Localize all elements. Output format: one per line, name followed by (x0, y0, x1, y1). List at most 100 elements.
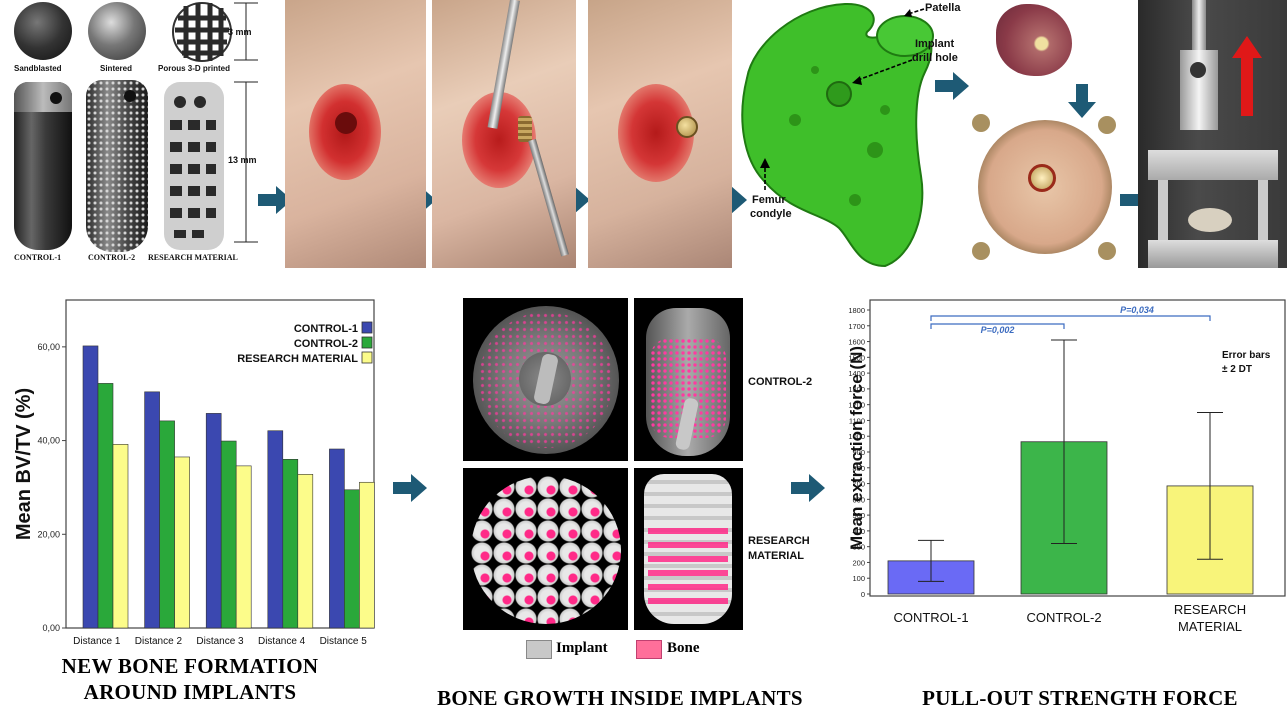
pullout-y-tick-label: 1700 (848, 322, 865, 331)
pullout-x-tick-label: CONTROL-1 (893, 610, 968, 625)
bvtv-legend-swatch (361, 351, 373, 364)
bvtv-bar (267, 430, 284, 629)
bvtv-bar (344, 489, 360, 629)
microct-control2-label: CONTROL-2 (748, 376, 813, 388)
control2-label: CONTROL-2 (88, 253, 136, 262)
control1-label: CONTROL-1 (14, 253, 62, 262)
bvtv-bar (359, 481, 375, 629)
femur-3d-model (741, 2, 934, 268)
pullout-y-tick-label: 1000 (848, 432, 865, 441)
pullout-y-tick-label: 1300 (848, 385, 865, 394)
bvtv-bar (97, 383, 114, 629)
pullout-y-tick-label: 1600 (848, 338, 865, 347)
bvtv-bar (282, 459, 299, 629)
bvtv-bar (174, 456, 190, 629)
bvtv-title: NEW BONE FORMATION AROUND IMPLANTS (20, 653, 360, 705)
bvtv-y-tick-label: 20,00 (37, 529, 60, 539)
bvtv-bar (297, 474, 314, 629)
pullout-y-tick-label: 1400 (848, 369, 865, 378)
microct-panel (463, 298, 743, 630)
arrow-right-icon (393, 474, 427, 502)
bvtv-bar (112, 444, 129, 629)
pullout-x-tick-label: RESEARCH (1174, 602, 1246, 617)
pullout-y-tick-label: 400 (852, 527, 865, 536)
error-bars-note-1: Error bars (1222, 350, 1271, 361)
bvtv-bar (144, 391, 160, 629)
implant-legend-swatch (526, 640, 552, 659)
dimension-marks (234, 2, 258, 243)
bvtv-x-tick-label: Distance 1 (73, 636, 121, 647)
pullout-y-tick-label: 0 (861, 590, 865, 599)
sandblasted-top-view (14, 2, 72, 60)
microct-research-label-1: RESEARCH (748, 535, 810, 547)
drill-hole-label-2: drill hole (912, 52, 958, 64)
implant-legend-label: Implant (556, 640, 608, 656)
implants-panel: Sandblasted Sintered Porous 3-D printed … (0, 0, 260, 268)
error-bars-note-2: ± 2 DT (1222, 364, 1252, 375)
sintered-top-view (88, 2, 146, 60)
bone-legend-swatch (636, 640, 662, 659)
pullout-test-photo (1138, 0, 1287, 268)
arrow-right-icon (791, 474, 825, 502)
pvalue-bracket-1 (930, 323, 1065, 329)
pullout-y-tick-label: 1100 (849, 416, 865, 425)
bvtv-legend-label: CONTROL-1 (294, 323, 358, 335)
porous-label: Porous 3-D printed (158, 64, 231, 73)
pullout-chart: 0 100 200 300 400 500 600 700 800 900 1000 1100 1200… (847, 299, 1286, 634)
pullout-y-tick-label: 1200 (848, 401, 865, 410)
pullout-title: PULL-OUT STRENGTH FORCE (922, 686, 1238, 710)
bvtv-title-line1: NEW BONE FORMATION (61, 654, 319, 678)
bvtv-bar (235, 465, 252, 629)
pvalue-label-2: P=0,034 (1120, 305, 1154, 315)
pullout-y-tick-label: 1500 (848, 353, 865, 362)
bvtv-legend-swatch (361, 336, 373, 349)
bone-sample-photo (996, 4, 1072, 76)
arrow-right-icon (258, 186, 292, 214)
dim-3mm-label: 3 mm (228, 27, 252, 37)
pullout-y-tick-label: 600 (852, 495, 865, 504)
pullout-x-tick-label: CONTROL-2 (1026, 610, 1101, 625)
research-implant-image (164, 82, 224, 250)
condyle-label-2: condyle (750, 208, 792, 220)
sandblasted-label: Sandblasted (14, 64, 62, 73)
pullout-y-tick-label: 900 (852, 448, 865, 457)
bvtv-y-tick-label: 40,00 (37, 436, 60, 446)
pvalue-bracket-2 (930, 315, 1211, 321)
pullout-x-tick-label: MATERIAL (1178, 619, 1242, 634)
condyle-label-1: Femur (752, 194, 786, 206)
arrow-down-icon (1068, 84, 1096, 118)
bvtv-x-tick-label: Distance 5 (320, 636, 368, 647)
bvtv-bar (220, 440, 237, 629)
surgery-photo-insertion (432, 0, 576, 268)
pullout-y-tick-label: 800 (852, 464, 865, 473)
pullout-y-tick-label: 1800 (848, 306, 865, 315)
research-label: RESEARCH MATERIAL (148, 253, 238, 262)
porous-top-view (172, 2, 232, 62)
bvtv-bar (82, 345, 99, 629)
pullout-y-tick-label: 500 (852, 511, 865, 520)
pullout-y-tick-label: 100 (852, 574, 865, 583)
patella-label: Patella (925, 2, 961, 14)
annotation-arrows (760, 8, 925, 190)
drill-hole-label-1: Implant (915, 38, 955, 50)
embedding-holder-photo (970, 112, 1120, 264)
bvtv-legend-label: RESEARCH MATERIAL (237, 353, 358, 365)
bvtv-legend-label: CONTROL-2 (294, 338, 358, 350)
bvtv-y-axis-label: Mean BV/TV (%) (13, 388, 35, 540)
control2-microct-side (634, 298, 743, 461)
bvtv-x-tick-label: Distance 4 (258, 636, 306, 647)
bvtv-y-tick-label: 60,00 (37, 342, 60, 352)
bvtv-bar (205, 413, 222, 629)
pullout-y-tick-label: 700 (852, 480, 865, 489)
bvtv-legend-swatch (361, 321, 373, 334)
bvtv-bar (329, 448, 345, 629)
dim-13mm-label: 13 mm (228, 155, 257, 165)
pullout-y-axis-label: Mean extraction force (N) (847, 346, 866, 550)
bvtv-x-tick-label: Distance 3 (196, 636, 244, 647)
microct-research-label-2: MATERIAL (748, 550, 805, 562)
bvtv-title-line2: AROUND IMPLANTS (83, 680, 297, 704)
bvtv-x-tick-label: Distance 2 (135, 636, 183, 647)
research-microct-side (634, 468, 743, 630)
bvtv-chart: 0,00 20,00 40,00 60,00 Mean BV/TV (%) Distanc… (13, 299, 375, 647)
bone-legend-label: Bone (667, 640, 700, 656)
